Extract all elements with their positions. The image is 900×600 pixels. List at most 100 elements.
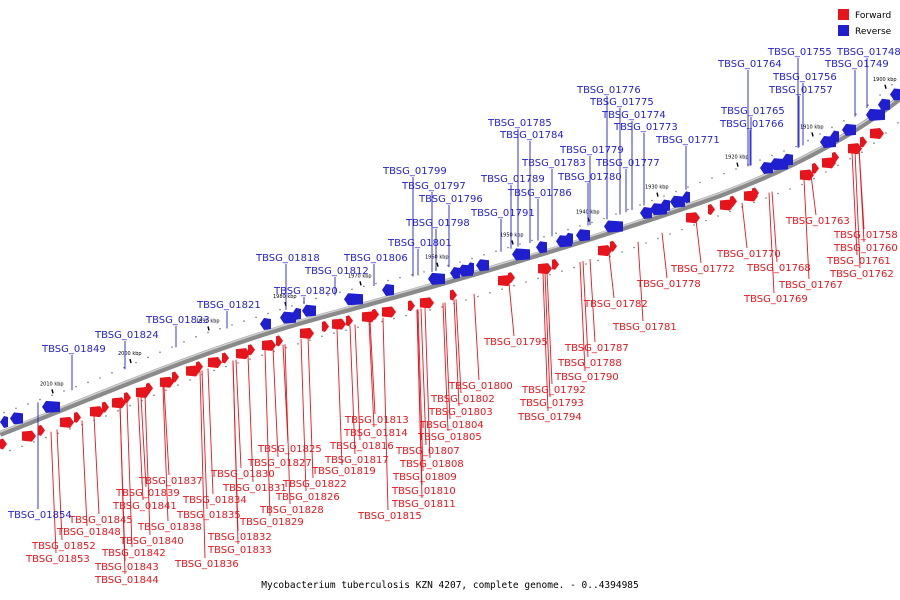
forward-gene-label[interactable]: TBSG_01793 bbox=[519, 398, 584, 409]
forward-gene-label[interactable]: TBSG_01782 bbox=[583, 299, 648, 310]
forward-gene-arrow[interactable] bbox=[300, 327, 314, 339]
reverse-gene-label[interactable]: TBSG_01766 bbox=[719, 119, 784, 130]
forward-gene-arrow[interactable] bbox=[420, 297, 434, 309]
forward-gene-label[interactable]: TBSG_01809 bbox=[392, 472, 457, 483]
reverse-gene-arrow[interactable] bbox=[292, 307, 301, 320]
forward-gene-label[interactable]: TBSG_01794 bbox=[517, 412, 582, 423]
forward-gene-label[interactable]: TBSG_01840 bbox=[119, 536, 184, 547]
reverse-gene-label[interactable]: TBSG_01776 bbox=[576, 85, 641, 96]
reverse-gene-label[interactable]: TBSG_01789 bbox=[480, 174, 545, 185]
forward-gene-arrow[interactable] bbox=[196, 361, 203, 373]
forward-gene-label[interactable]: TBSG_01805 bbox=[417, 432, 482, 443]
reverse-gene-arrow[interactable] bbox=[344, 293, 363, 306]
forward-gene-label[interactable]: TBSG_01834 bbox=[182, 495, 247, 506]
reverse-gene-label[interactable]: TBSG_01854 bbox=[7, 510, 72, 521]
forward-gene-arrow[interactable] bbox=[860, 136, 867, 148]
reverse-gene-arrow[interactable] bbox=[10, 412, 23, 425]
reverse-gene-arrow[interactable] bbox=[878, 98, 890, 111]
forward-gene-label[interactable]: TBSG_01802 bbox=[430, 394, 495, 405]
forward-gene-label[interactable]: TBSG_01839 bbox=[115, 488, 180, 499]
forward-gene-arrow[interactable] bbox=[208, 356, 222, 368]
reverse-gene-label[interactable]: TBSG_01821 bbox=[196, 300, 261, 311]
forward-gene-arrow[interactable] bbox=[124, 392, 131, 404]
forward-gene-arrow[interactable] bbox=[508, 272, 515, 284]
forward-gene-label[interactable]: TBSG_01762 bbox=[829, 269, 894, 280]
forward-gene-arrow[interactable] bbox=[730, 195, 737, 207]
reverse-gene-arrow[interactable] bbox=[890, 88, 900, 101]
forward-gene-arrow[interactable] bbox=[222, 352, 229, 364]
forward-gene-label[interactable]: TBSG_01841 bbox=[112, 501, 177, 512]
forward-gene-arrow[interactable] bbox=[102, 401, 109, 413]
forward-gene-label[interactable]: TBSG_01817 bbox=[324, 455, 389, 466]
reverse-gene-label[interactable]: TBSG_01780 bbox=[557, 172, 622, 183]
forward-gene-label[interactable]: TBSG_01807 bbox=[395, 446, 460, 457]
reverse-gene-label[interactable]: TBSG_01757 bbox=[768, 85, 833, 96]
reverse-gene-label[interactable]: TBSG_01849 bbox=[41, 344, 106, 355]
forward-gene-label[interactable]: TBSG_01825 bbox=[257, 444, 322, 455]
forward-gene-label[interactable]: TBSG_01833 bbox=[207, 545, 272, 556]
forward-gene-label[interactable]: TBSG_01811 bbox=[391, 499, 456, 510]
forward-gene-arrow[interactable] bbox=[848, 143, 862, 155]
forward-gene-label[interactable]: TBSG_01827 bbox=[247, 458, 312, 469]
reverse-gene-label[interactable]: TBSG_01806 bbox=[343, 253, 408, 264]
forward-gene-label[interactable]: TBSG_01790 bbox=[554, 372, 619, 383]
forward-gene-arrow[interactable] bbox=[38, 424, 45, 436]
reverse-gene-label[interactable]: TBSG_01797 bbox=[401, 181, 466, 192]
forward-gene-arrow[interactable] bbox=[800, 169, 814, 181]
forward-gene-label[interactable]: TBSG_01826 bbox=[275, 492, 340, 503]
forward-gene-label[interactable]: TBSG_01853 bbox=[25, 554, 90, 565]
forward-gene-arrow[interactable] bbox=[538, 263, 552, 275]
reverse-gene-arrow[interactable] bbox=[536, 241, 547, 254]
forward-gene-label[interactable]: TBSG_01767 bbox=[778, 280, 843, 291]
reverse-gene-label[interactable]: TBSG_01799 bbox=[382, 166, 447, 177]
reverse-gene-label[interactable]: TBSG_01775 bbox=[589, 97, 654, 108]
forward-gene-label[interactable]: TBSG_01770 bbox=[716, 249, 781, 260]
reverse-gene-label[interactable]: TBSG_01774 bbox=[601, 110, 666, 121]
reverse-gene-label[interactable]: TBSG_01818 bbox=[255, 253, 320, 264]
forward-gene-arrow[interactable] bbox=[708, 204, 715, 215]
forward-gene-label[interactable]: TBSG_01788 bbox=[557, 358, 622, 369]
reverse-gene-label[interactable]: TBSG_01773 bbox=[613, 122, 678, 133]
forward-gene-label[interactable]: TBSG_01816 bbox=[329, 441, 394, 452]
forward-gene-arrow[interactable] bbox=[322, 321, 329, 333]
reverse-gene-arrow[interactable] bbox=[382, 284, 394, 297]
reverse-gene-arrow[interactable] bbox=[476, 259, 489, 272]
forward-gene-label[interactable]: TBSG_01803 bbox=[428, 407, 493, 418]
reverse-gene-arrow[interactable] bbox=[42, 400, 60, 413]
reverse-gene-arrow[interactable] bbox=[682, 191, 690, 204]
forward-gene-label[interactable]: TBSG_01828 bbox=[259, 505, 324, 516]
forward-gene-label[interactable]: TBSG_01843 bbox=[94, 562, 159, 573]
reverse-gene-arrow[interactable] bbox=[260, 318, 271, 330]
reverse-gene-label[interactable]: TBSG_01755 bbox=[767, 47, 832, 58]
forward-gene-arrow[interactable] bbox=[752, 187, 759, 199]
reverse-gene-label[interactable]: TBSG_01777 bbox=[595, 158, 660, 169]
forward-gene-label[interactable]: TBSG_01836 bbox=[174, 559, 239, 570]
reverse-gene-arrow[interactable] bbox=[302, 304, 316, 317]
forward-gene-arrow[interactable] bbox=[172, 371, 179, 383]
forward-gene-label[interactable]: TBSG_01761 bbox=[826, 256, 891, 267]
forward-gene-arrow[interactable] bbox=[812, 162, 819, 174]
reverse-gene-label[interactable]: TBSG_01785 bbox=[487, 118, 552, 129]
forward-gene-label[interactable]: TBSG_01831 bbox=[222, 483, 287, 494]
forward-gene-arrow[interactable] bbox=[236, 348, 250, 360]
reverse-gene-label[interactable]: TBSG_01801 bbox=[387, 238, 452, 249]
reverse-gene-arrow[interactable] bbox=[280, 311, 296, 324]
forward-gene-label[interactable]: TBSG_01787 bbox=[564, 343, 629, 354]
reverse-gene-arrow[interactable] bbox=[564, 232, 573, 245]
reverse-gene-label[interactable]: TBSG_01798 bbox=[405, 218, 470, 229]
reverse-gene-label[interactable]: TBSG_01824 bbox=[94, 330, 159, 341]
forward-gene-arrow[interactable] bbox=[408, 300, 415, 312]
reverse-gene-label[interactable]: TBSG_01771 bbox=[655, 135, 720, 146]
forward-gene-label[interactable]: TBSG_01813 bbox=[344, 415, 409, 426]
forward-gene-label[interactable]: TBSG_01792 bbox=[521, 385, 586, 396]
reverse-gene-label[interactable]: TBSG_01756 bbox=[772, 72, 837, 83]
forward-gene-label[interactable]: TBSG_01808 bbox=[399, 459, 464, 470]
forward-gene-label[interactable]: TBSG_01830 bbox=[210, 469, 275, 480]
forward-gene-arrow[interactable] bbox=[146, 382, 153, 394]
reverse-gene-arrow[interactable] bbox=[576, 229, 590, 242]
reverse-gene-label[interactable]: TBSG_01765 bbox=[720, 106, 785, 117]
forward-gene-label[interactable]: TBSG_01772 bbox=[670, 264, 735, 275]
forward-gene-label[interactable]: TBSG_01814 bbox=[343, 428, 408, 439]
forward-gene-arrow[interactable] bbox=[74, 411, 81, 423]
forward-gene-label[interactable]: TBSG_01837 bbox=[138, 476, 203, 487]
